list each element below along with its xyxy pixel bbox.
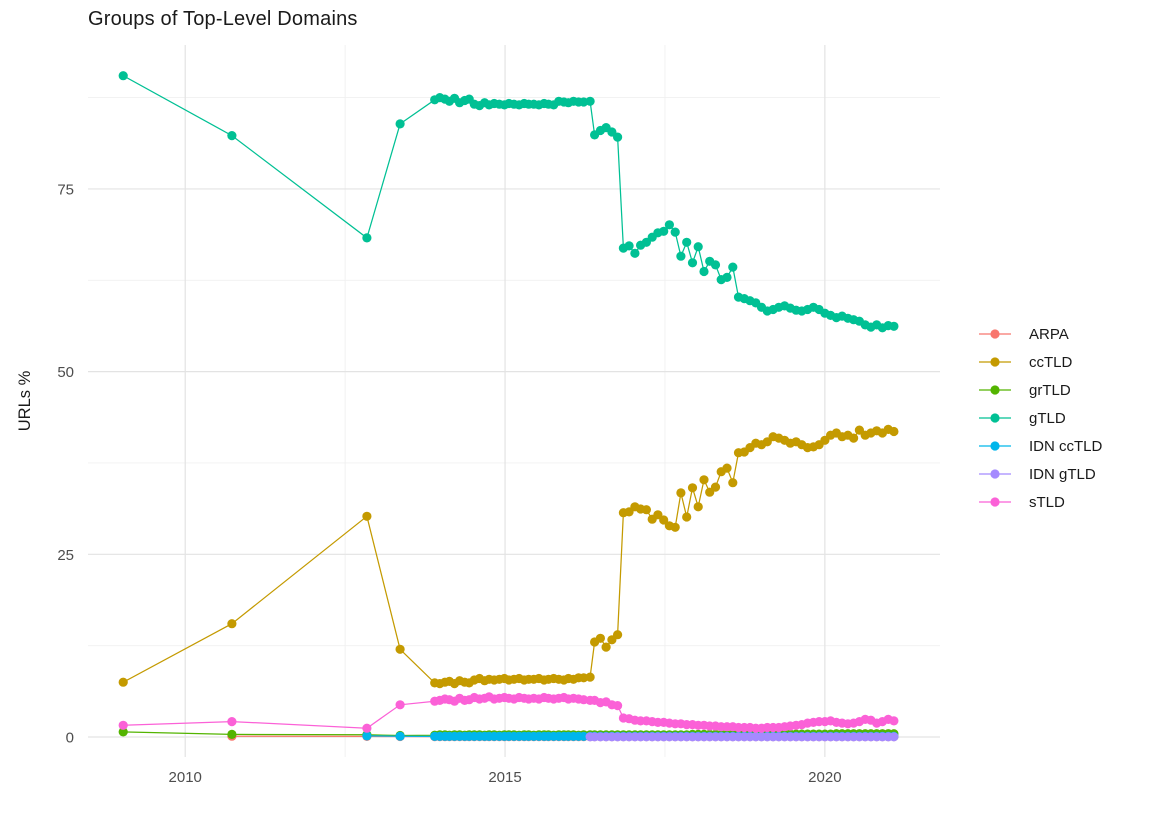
data-point [670, 522, 680, 532]
legend-key-icon [979, 385, 1011, 395]
data-point [699, 475, 709, 485]
series-line [122, 75, 894, 329]
data-point [613, 132, 623, 142]
legend-item-idn-gtld: IDN gTLD [978, 460, 1102, 488]
data-point [118, 71, 128, 81]
legend-label: gTLD [1029, 409, 1066, 427]
legend-key-icon [979, 357, 1011, 367]
data-point [585, 96, 595, 106]
data-point [676, 488, 686, 498]
y-tick-label: 50 [57, 364, 74, 381]
legend-key-icon [979, 469, 1011, 479]
legend-item-grtld: grTLD [978, 376, 1102, 404]
data-point [227, 619, 237, 629]
data-point [699, 266, 709, 277]
y-axis-title: URLs % [16, 370, 34, 431]
data-point [613, 630, 623, 640]
data-point [624, 241, 634, 251]
data-point [889, 732, 899, 742]
data-point [722, 272, 732, 282]
data-point [585, 672, 595, 682]
y-tick-label: 25 [57, 547, 74, 564]
legend-item-cctld: ccTLD [978, 348, 1102, 376]
legend-item-arpa: ARPA [978, 320, 1102, 348]
data-point [682, 512, 692, 522]
data-point [889, 716, 899, 726]
data-point [889, 321, 899, 331]
data-point [693, 502, 703, 512]
data-series-layer [118, 71, 899, 742]
legend-key-icon [979, 497, 1011, 507]
data-point [728, 478, 738, 488]
data-point [362, 233, 372, 243]
data-point [682, 237, 692, 247]
x-tick-label: 2010 [169, 769, 202, 786]
y-tick-label: 75 [57, 181, 74, 198]
legend-label: sTLD [1029, 493, 1065, 511]
data-point [693, 242, 703, 252]
y-tick-label: 0 [66, 729, 74, 746]
data-point [641, 505, 652, 515]
legend-label: ARPA [1029, 325, 1069, 343]
legend-label: grTLD [1029, 381, 1071, 399]
data-point [664, 220, 675, 230]
legend-label: ccTLD [1029, 353, 1073, 371]
data-point [889, 426, 899, 437]
series-gtld [118, 71, 899, 333]
legend-item-idn-cctld: IDN ccTLD [978, 432, 1102, 460]
gridlines-major [88, 45, 940, 757]
legend-item-gtld: gTLD [978, 404, 1102, 432]
data-point [118, 720, 128, 730]
series-stld [118, 692, 899, 733]
data-point [710, 482, 721, 492]
data-point [395, 119, 405, 129]
legend-label: IDN ccTLD [1029, 437, 1103, 455]
x-tick-label: 2020 [808, 769, 841, 786]
data-point [601, 642, 611, 652]
data-point [687, 258, 698, 268]
chart-title: Groups of Top-Level Domains [88, 8, 358, 30]
legend-label: IDN gTLD [1029, 465, 1096, 483]
data-point [395, 700, 405, 710]
legend: ARPA ccTLD grTLD gTLD IDN ccTLD IDN gTLD sTLD [978, 320, 1102, 516]
data-point [227, 729, 237, 740]
series-cctld [118, 424, 899, 689]
data-point [613, 701, 623, 711]
series-idn-gtld [585, 732, 899, 742]
data-point [728, 262, 738, 272]
legend-key-icon [979, 413, 1011, 423]
data-point [849, 433, 859, 443]
data-point [595, 633, 606, 643]
data-point [659, 226, 669, 236]
x-tick-label: 2015 [488, 769, 521, 786]
gridlines-minor [88, 45, 940, 757]
data-point [670, 227, 680, 237]
data-point [659, 515, 669, 525]
data-point [395, 644, 405, 654]
axis-tick-labels: 0 25 50 75 2010 2015 2020 [57, 181, 841, 786]
data-point [118, 727, 128, 737]
data-point [395, 731, 405, 741]
data-point [362, 731, 372, 741]
data-point [227, 717, 237, 727]
data-point [676, 251, 686, 261]
legend-item-stld: sTLD [978, 488, 1102, 516]
data-point [118, 677, 128, 687]
data-point [362, 723, 372, 733]
data-point [362, 511, 372, 521]
data-point [227, 131, 237, 141]
legend-key-icon [979, 441, 1011, 451]
data-point [710, 260, 721, 270]
legend-key-icon [979, 329, 1011, 339]
data-point [722, 463, 732, 473]
data-point [630, 248, 640, 258]
data-point [687, 483, 698, 493]
